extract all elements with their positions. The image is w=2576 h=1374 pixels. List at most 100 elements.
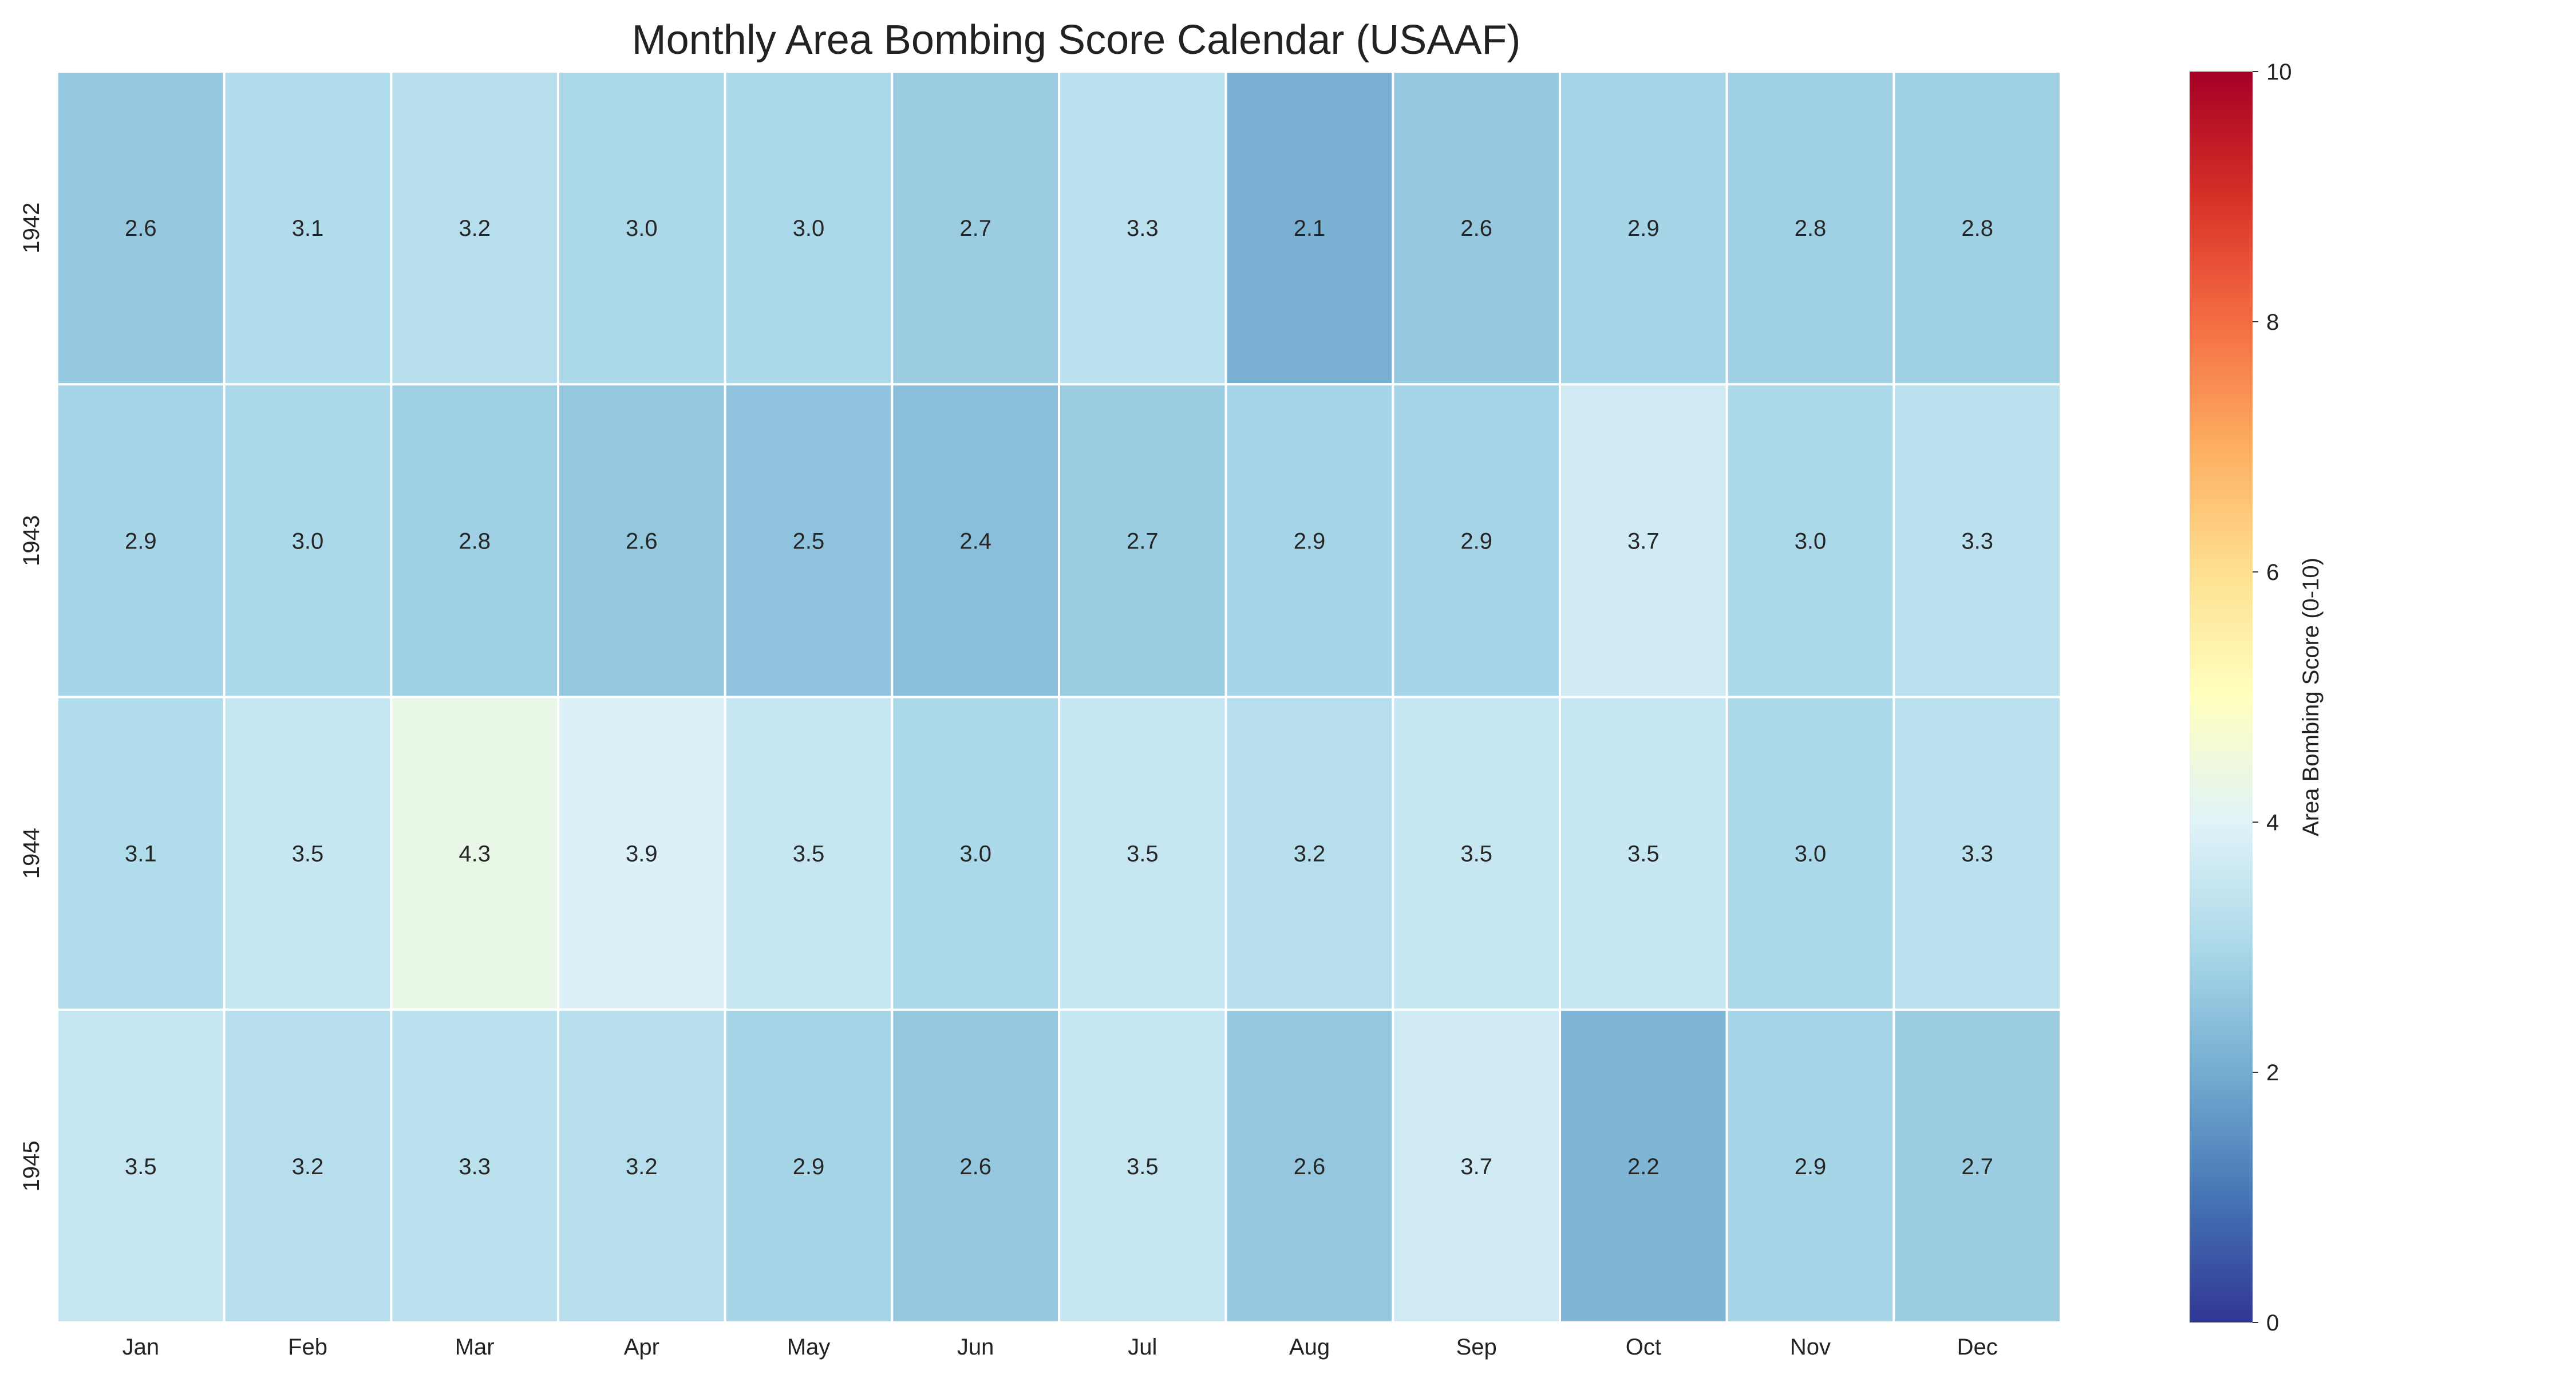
x-tick-label: Nov <box>1790 1334 1831 1360</box>
heatmap-cell <box>1893 696 2062 1011</box>
colorbar-tick-label: 8 <box>2266 310 2279 335</box>
heatmap-cell-label: 3.1 <box>292 216 324 241</box>
x-tick-label: Oct <box>1626 1334 1661 1360</box>
heatmap-cell <box>390 383 559 698</box>
heatmap-cell <box>724 70 894 386</box>
x-tick-label: Aug <box>1289 1334 1330 1360</box>
heatmap-cell <box>891 1008 1061 1324</box>
x-axis-ticks: Jan Feb Mar Apr May Jun Jul Aug Sep Oct Nov Dec <box>123 1334 1998 1360</box>
heatmap-cell <box>390 70 559 386</box>
heatmap-cell <box>724 383 894 698</box>
chart-title: Monthly Area Bombing Score Calendar (USA… <box>632 17 1521 63</box>
heatmap-cell <box>1559 70 1728 386</box>
heatmap-cell-label: 2.9 <box>1460 528 1492 554</box>
x-tick-label: Apr <box>624 1334 659 1360</box>
y-axis-ticks: 1942 1943 1944 1945 <box>19 203 44 1192</box>
heatmap-cell-label: 2.6 <box>626 528 658 554</box>
heatmap-cell-label: 3.3 <box>1961 842 1993 867</box>
heatmap-cell <box>1224 70 1394 386</box>
colorbar: 0 2 4 6 8 10 Area Bombing Score (0-10) <box>2190 60 2324 1336</box>
heatmap-cell <box>557 383 726 698</box>
x-tick-label: Jul <box>1128 1334 1157 1360</box>
x-tick-label: Feb <box>288 1334 327 1360</box>
heatmap-cell-label: 3.3 <box>1127 216 1159 241</box>
heatmap-cell-label: 2.7 <box>959 216 991 241</box>
heatmap-cell-label: 3.5 <box>1127 1154 1159 1179</box>
y-tick-label: 1942 <box>19 203 44 254</box>
heatmap-cell <box>1392 383 1561 698</box>
x-tick-label: Mar <box>455 1334 495 1360</box>
heatmap-cell <box>56 383 226 698</box>
heatmap-cell-label: 3.0 <box>959 842 991 867</box>
x-tick-label: May <box>787 1334 831 1360</box>
heatmap-cell-label: 2.6 <box>1294 1154 1326 1179</box>
heatmap-cell-labels: 2.6 3.1 3.2 3.0 3.0 2.7 3.3 2.1 2.6 2.9 2.8 2.8 2.9 3… <box>125 216 1993 1179</box>
heatmap-cell <box>557 1008 726 1324</box>
heatmap-cell-label: 3.5 <box>125 1154 157 1179</box>
colorbar-tick-label: 6 <box>2266 560 2279 585</box>
heatmap-cell-label: 3.2 <box>1294 842 1326 867</box>
heatmap-cell-label: 2.6 <box>125 216 157 241</box>
heatmap-cell <box>223 1008 393 1324</box>
heatmap-cell-label: 2.6 <box>959 1154 991 1179</box>
heatmap-cell <box>1058 1008 1227 1324</box>
heatmap-cell-label: 3.9 <box>626 842 658 867</box>
heatmap-cell <box>56 1008 226 1324</box>
colorbar-tick-label: 0 <box>2266 1310 2279 1336</box>
x-tick-label: Jun <box>957 1334 994 1360</box>
heatmap-cell <box>1725 383 1895 698</box>
colorbar-ticks: 0 2 4 6 8 10 <box>2253 60 2292 1336</box>
heatmap-cell <box>223 70 393 386</box>
heatmap-cell <box>1392 1008 1561 1324</box>
heatmap-cell-label: 4.3 <box>459 842 491 867</box>
heatmap-cell-label: 2.9 <box>1795 1154 1827 1179</box>
heatmap-cell-label: 3.5 <box>793 842 825 867</box>
heatmap-cell-label: 3.0 <box>1795 842 1827 867</box>
heatmap-cell-label: 2.4 <box>959 528 991 554</box>
heatmap-cell <box>1559 383 1728 698</box>
heatmap-cell-label: 2.8 <box>1961 216 1993 241</box>
heatmap-cell <box>1893 70 2062 386</box>
heatmap-cell-label: 2.9 <box>125 528 157 554</box>
heatmap-cell-label: 3.0 <box>292 528 324 554</box>
heatmap-cell-label: 3.7 <box>1627 528 1660 554</box>
heatmap-cell <box>56 696 226 1011</box>
heatmap-cell <box>1058 383 1227 698</box>
heatmap-cell-label: 2.1 <box>1294 216 1326 241</box>
heatmap-cell-label: 3.0 <box>626 216 658 241</box>
heatmap-cell <box>1725 696 1895 1011</box>
heatmap-cell <box>1893 1008 2062 1324</box>
x-tick-label: Jan <box>123 1334 160 1360</box>
heatmap-cell <box>56 70 226 386</box>
heatmap-cell-label: 2.8 <box>459 528 491 554</box>
x-tick-label: Sep <box>1456 1334 1497 1360</box>
heatmap-cell-label: 3.3 <box>459 1154 491 1179</box>
heatmap-cell <box>1058 696 1227 1011</box>
heatmap-cell <box>1224 383 1394 698</box>
heatmap-cell-label: 2.7 <box>1961 1154 1993 1179</box>
x-tick-label: Dec <box>1957 1334 1998 1360</box>
y-tick-label: 1944 <box>19 828 44 879</box>
heatmap-cell-label: 2.9 <box>793 1154 825 1179</box>
heatmap-cell-label: 3.5 <box>1127 842 1159 867</box>
heatmap-cell-label: 3.0 <box>793 216 825 241</box>
heatmap-cell-label: 3.5 <box>292 842 324 867</box>
colorbar-label: Area Bombing Score (0-10) <box>2298 558 2324 836</box>
heatmap-cell-label: 3.2 <box>292 1154 324 1179</box>
heatmap-cell <box>1893 383 2062 698</box>
heatmap-cell <box>1725 1008 1895 1324</box>
heatmap-cell-label: 2.8 <box>1795 216 1827 241</box>
colorbar-tick-label: 4 <box>2266 810 2279 835</box>
heatmap-cell-label: 3.1 <box>125 842 157 867</box>
heatmap-cell <box>390 1008 559 1324</box>
heatmap-cell-label: 2.6 <box>1460 216 1492 241</box>
heatmap-cell-label: 2.7 <box>1127 528 1159 554</box>
heatmap-cells <box>56 70 2062 1324</box>
heatmap-cell <box>390 696 559 1011</box>
heatmap-cell-label: 2.9 <box>1294 528 1326 554</box>
heatmap-cell-label: 3.5 <box>1627 842 1660 867</box>
heatmap-cell-label: 3.7 <box>1460 1154 1492 1179</box>
heatmap-cell-label: 3.2 <box>459 216 491 241</box>
